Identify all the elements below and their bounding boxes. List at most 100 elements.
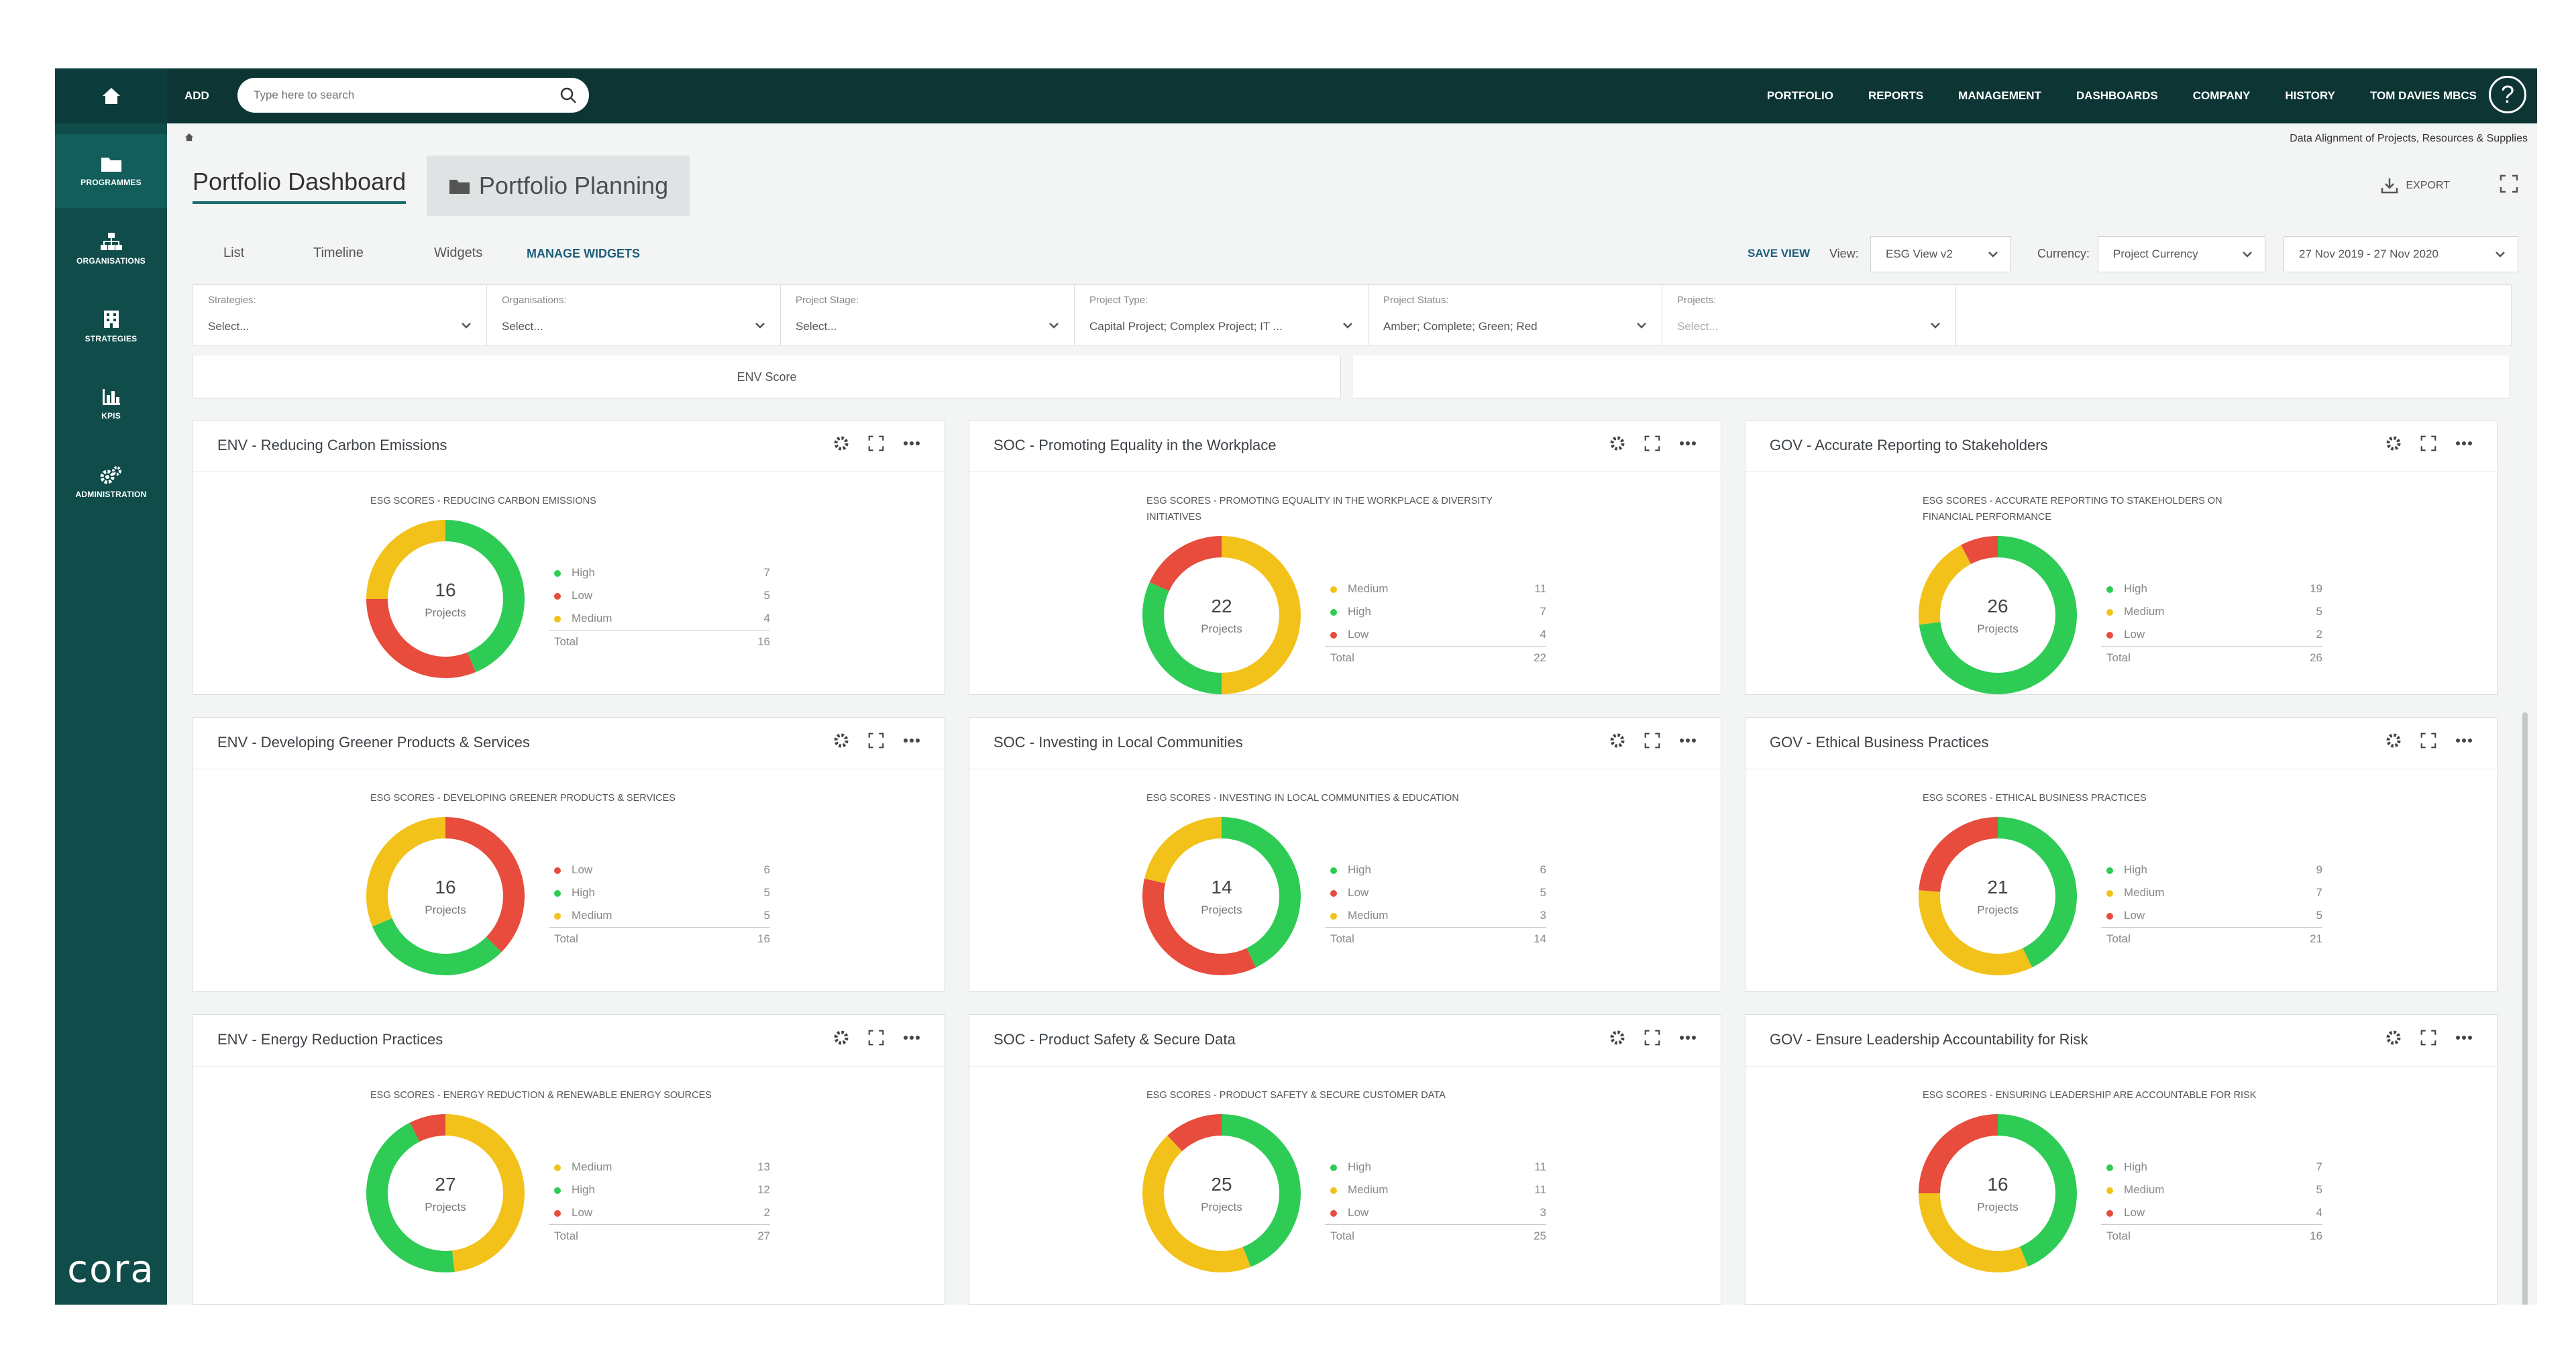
- legend-item[interactable]: Medium 7: [2101, 881, 2322, 904]
- legend-item[interactable]: High 7: [2101, 1156, 2322, 1179]
- fullscreen-icon[interactable]: [1644, 435, 1660, 451]
- donut-slice-high[interactable]: [1998, 1114, 2077, 1267]
- legend-item[interactable]: Low 2: [2101, 623, 2322, 646]
- currency-select[interactable]: Project Currency: [2098, 236, 2265, 272]
- donut-slice-low[interactable]: [1167, 1114, 1222, 1152]
- subtab-widgets[interactable]: Widgets: [434, 245, 483, 260]
- legend-item[interactable]: High 12: [549, 1179, 770, 1201]
- donut-slice-low[interactable]: [1961, 536, 1998, 564]
- fullscreen-icon[interactable]: [2420, 732, 2436, 749]
- nav-management[interactable]: MANAGEMENT: [1958, 89, 2041, 102]
- legend-item[interactable]: High 19: [2101, 578, 2322, 600]
- nav-company[interactable]: COMPANY: [2192, 89, 2251, 102]
- donut-slice-medium[interactable]: [1919, 1193, 2029, 1272]
- donut-slice-low[interactable]: [1149, 536, 1222, 592]
- fullscreen-icon[interactable]: [868, 435, 884, 451]
- fullscreen-icon[interactable]: [2500, 174, 2518, 193]
- sidebar-item-programmes[interactable]: PROGRAMMES: [55, 134, 167, 208]
- settings-gear-icon[interactable]: [2385, 732, 2402, 749]
- legend-item[interactable]: Low 4: [1325, 623, 1546, 646]
- donut-slice-low[interactable]: [366, 599, 476, 678]
- donut-slice-low[interactable]: [1919, 1114, 1998, 1193]
- tab-portfolio-dashboard[interactable]: Portfolio Dashboard: [193, 156, 421, 216]
- nav-user-name[interactable]: TOM DAVIES MBCS: [2370, 89, 2477, 102]
- donut-slice-medium[interactable]: [1222, 536, 1301, 694]
- settings-gear-icon[interactable]: [1609, 732, 1625, 749]
- donut-slice-medium[interactable]: [366, 817, 445, 927]
- legend-item[interactable]: High 6: [1325, 859, 1546, 881]
- legend-item[interactable]: Medium 5: [2101, 1179, 2322, 1201]
- legend-item[interactable]: Medium 5: [549, 904, 770, 927]
- donut-slice-high[interactable]: [1142, 582, 1222, 694]
- legend-item[interactable]: High 5: [549, 881, 770, 904]
- fullscreen-icon[interactable]: [2420, 435, 2436, 451]
- breadcrumb-home-icon[interactable]: [184, 133, 194, 142]
- donut-slice-medium[interactable]: [1144, 817, 1222, 883]
- filter-field[interactable]: Organisations: Select...: [487, 285, 781, 345]
- more-options-icon[interactable]: [1679, 738, 1697, 743]
- settings-gear-icon[interactable]: [1609, 435, 1625, 451]
- export-button[interactable]: EXPORT: [2381, 177, 2450, 195]
- fullscreen-icon[interactable]: [1644, 1030, 1660, 1046]
- donut-slice-high[interactable]: [1222, 1114, 1301, 1267]
- nav-portfolio[interactable]: PORTFOLIO: [1766, 89, 1833, 102]
- legend-item[interactable]: High 9: [2101, 859, 2322, 881]
- filter-field[interactable]: Project Type: Capital Project; Complex Pr…: [1075, 285, 1368, 345]
- donut-slice-high[interactable]: [372, 918, 502, 975]
- more-options-icon[interactable]: [903, 1035, 920, 1040]
- legend-item[interactable]: Low 3: [1325, 1201, 1546, 1224]
- filter-field[interactable]: Strategies: Select...: [193, 285, 487, 345]
- donut-slice-medium[interactable]: [366, 520, 445, 599]
- add-button[interactable]: ADD: [184, 89, 209, 102]
- nav-reports[interactable]: REPORTS: [1868, 89, 1924, 102]
- filter-field[interactable]: Project Status: Amber; Complete; Green; R…: [1368, 285, 1662, 345]
- legend-item[interactable]: Medium 11: [1325, 1179, 1546, 1201]
- donut-slice-low[interactable]: [1142, 878, 1256, 975]
- settings-gear-icon[interactable]: [1609, 1030, 1625, 1046]
- donut-slice-low[interactable]: [445, 817, 525, 952]
- filter-field[interactable]: Project Stage: Select...: [781, 285, 1075, 345]
- legend-item[interactable]: Low 5: [2101, 904, 2322, 927]
- date-range-select[interactable]: 27 Nov 2019 - 27 Nov 2020: [2284, 236, 2518, 272]
- fullscreen-icon[interactable]: [868, 732, 884, 749]
- manage-widgets-link[interactable]: MANAGE WIDGETS: [527, 247, 640, 260]
- help-icon[interactable]: ?: [2489, 76, 2526, 113]
- legend-item[interactable]: Low 5: [1325, 881, 1546, 904]
- donut-slice-high[interactable]: [445, 520, 525, 673]
- view-select[interactable]: ESG View v2: [1870, 236, 2011, 272]
- nav-dashboards[interactable]: DASHBOARDS: [2076, 89, 2158, 102]
- settings-gear-icon[interactable]: [833, 732, 849, 749]
- subtab-list[interactable]: List: [223, 245, 245, 260]
- vertical-scrollbar[interactable]: [2522, 712, 2528, 1305]
- sidebar-item-administration[interactable]: ADMINISTRATION: [55, 445, 167, 519]
- search-input[interactable]: [252, 88, 543, 103]
- settings-gear-icon[interactable]: [833, 435, 849, 451]
- more-options-icon[interactable]: [903, 441, 920, 446]
- legend-item[interactable]: Low 4: [2101, 1201, 2322, 1224]
- fullscreen-icon[interactable]: [2420, 1030, 2436, 1046]
- legend-item[interactable]: Medium 4: [549, 607, 770, 630]
- donut-slice-medium[interactable]: [1142, 1135, 1251, 1272]
- settings-gear-icon[interactable]: [833, 1030, 849, 1046]
- sidebar-item-kpis[interactable]: KPIS: [55, 368, 167, 441]
- legend-item[interactable]: Medium 5: [2101, 600, 2322, 623]
- subtab-timeline[interactable]: Timeline: [313, 245, 364, 260]
- donut-slice-high[interactable]: [1222, 817, 1301, 968]
- legend-item[interactable]: High 7: [1325, 600, 1546, 623]
- search-icon[interactable]: [559, 87, 577, 104]
- more-options-icon[interactable]: [2455, 1035, 2473, 1040]
- donut-slice-medium[interactable]: [1919, 890, 2033, 975]
- settings-gear-icon[interactable]: [2385, 435, 2402, 451]
- legend-item[interactable]: Medium 13: [549, 1156, 770, 1179]
- donut-slice-high[interactable]: [1998, 817, 2077, 968]
- more-options-icon[interactable]: [1679, 1035, 1697, 1040]
- legend-item[interactable]: Low 6: [549, 859, 770, 881]
- fullscreen-icon[interactable]: [868, 1030, 884, 1046]
- more-options-icon[interactable]: [2455, 441, 2473, 446]
- legend-item[interactable]: Medium 11: [1325, 578, 1546, 600]
- settings-gear-icon[interactable]: [2385, 1030, 2402, 1046]
- sidebar-item-strategies[interactable]: STRATEGIES: [55, 290, 167, 364]
- more-options-icon[interactable]: [2455, 738, 2473, 743]
- filter-field[interactable]: Projects: Select...: [1662, 285, 1956, 345]
- donut-slice-high[interactable]: [366, 1122, 455, 1272]
